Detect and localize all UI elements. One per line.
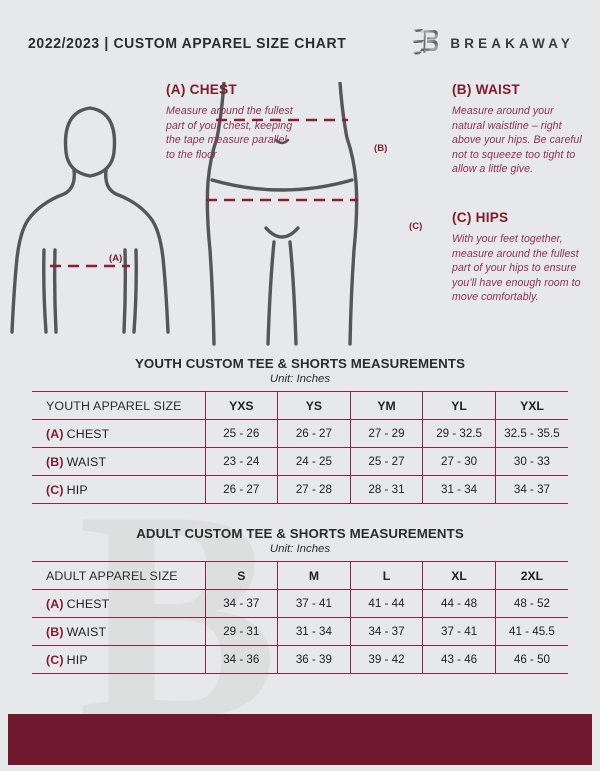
youth-row-label: (B) WAIST	[32, 447, 205, 476]
youth-measurement-cell: 23 - 24	[204, 447, 278, 476]
youth-column-header: YXL	[494, 391, 568, 420]
table-row: (A) CHEST 25 - 26 26 - 27 27 - 29 29 - 32.5 32…	[32, 419, 568, 448]
adult-size-table: ADULT APPAREL SIZE S M L XL 2XL (A) CHEST 34 - …	[32, 561, 568, 674]
brand-name: BREAKAWAY	[450, 35, 574, 51]
youth-size-label-header: YOUTH APPAREL SIZE	[32, 391, 205, 420]
caption-chest-heading: (A) CHEST	[166, 82, 237, 97]
youth-measurement-cell: 26 - 27	[204, 475, 278, 504]
youth-measurement-cell: 34 - 37	[494, 475, 568, 504]
caption-waist-body: Measure around your natural waistline – …	[452, 105, 582, 176]
waist-marker-label: (B)	[374, 143, 388, 154]
adult-table-body: (A) CHEST 34 - 37 37 - 41 41 - 44 44 - 48 48 -…	[32, 589, 568, 674]
youth-column-header: YXS	[204, 391, 278, 420]
adult-measurement-cell: 37 - 41	[277, 589, 351, 618]
youth-measurement-cell: 31 - 34	[422, 475, 496, 504]
breakaway-b-logo-icon	[412, 29, 439, 55]
caption-chest: (A) CHEST Measure around the fullest par…	[166, 82, 296, 162]
page-title: 2022/2023 | CUSTOM APPAREL SIZE CHART	[28, 34, 347, 52]
adult-column-header: 2XL	[494, 561, 568, 590]
measurement-illustrations: (A) (B) (C) (A) CHEST Measure around the…	[0, 70, 600, 348]
adult-measurement-cell: 31 - 34	[277, 617, 351, 646]
adult-measurement-cell: 34 - 37	[204, 589, 278, 618]
youth-measurement-cell: 25 - 27	[349, 447, 423, 476]
adult-header-row: ADULT APPAREL SIZE S M L XL 2XL	[32, 561, 568, 590]
adult-measurement-cell: 37 - 41	[422, 617, 496, 646]
adult-size-section: ADULT CUSTOM TEE & SHORTS MEASUREMENTS U…	[32, 526, 568, 674]
youth-row-label: (A) CHEST	[32, 419, 205, 448]
adult-table-head: ADULT APPAREL SIZE S M L XL 2XL	[32, 561, 568, 590]
adult-measurement-cell: 48 - 52	[494, 589, 568, 618]
table-row: (B) WAIST 29 - 31 31 - 34 34 - 37 37 - 41 41 -…	[32, 617, 568, 646]
youth-table-unit: Unit: Inches	[269, 373, 331, 385]
caption-hips: (C) HIPS With your feet together, measur…	[452, 210, 592, 305]
adult-row-label: (B) WAIST	[32, 617, 205, 646]
youth-measurement-cell: 27 - 28	[277, 475, 351, 504]
youth-measurement-cell: 32.5 - 35.5	[494, 419, 568, 448]
youth-column-header: YM	[349, 391, 423, 420]
youth-measurement-cell: 24 - 25	[277, 447, 351, 476]
adult-measurement-cell: 39 - 42	[349, 645, 423, 674]
adult-column-header: XL	[422, 561, 496, 590]
front-torso-outline-figure	[10, 106, 170, 334]
youth-table-title: YOUTH CUSTOM TEE & SHORTS MEASUREMENTS	[134, 356, 466, 371]
brand-lockup: BREAKAWAY	[412, 26, 574, 60]
youth-column-header: YL	[422, 391, 496, 420]
adult-table-unit: Unit: Inches	[269, 543, 331, 555]
page-header: 2022/2023 | CUSTOM APPAREL SIZE CHART	[0, 26, 600, 60]
caption-hips-heading: (C) HIPS	[452, 210, 509, 225]
table-row: (A) CHEST 34 - 37 37 - 41 41 - 44 44 - 48 48 -…	[32, 589, 568, 618]
row-tag: (B)	[46, 454, 64, 469]
table-row: (C) HIP 34 - 36 36 - 39 39 - 42 43 - 46 46 - 5…	[32, 645, 568, 674]
table-row: (C) HIP 26 - 27 27 - 28 28 - 31 31 - 34 34 - 3…	[32, 475, 568, 504]
youth-table-body: (A) CHEST 25 - 26 26 - 27 27 - 29 29 - 32.5 32…	[32, 419, 568, 504]
adult-table-title: ADULT CUSTOM TEE & SHORTS MEASUREMENTS	[136, 526, 464, 541]
adult-measurement-cell: 34 - 36	[204, 645, 278, 674]
adult-row-label: (C) HIP	[32, 645, 205, 674]
footer-bar	[8, 714, 592, 765]
hip-marker-label: (C)	[409, 221, 423, 232]
caption-waist-heading: (B) WAIST	[452, 82, 520, 97]
row-tag: (C)	[46, 652, 64, 667]
adult-column-header: L	[349, 561, 423, 590]
adult-row-label: (A) CHEST	[32, 589, 205, 618]
row-tag: (A)	[46, 426, 64, 441]
chest-marker-label: (A)	[109, 253, 123, 264]
youth-size-table: YOUTH APPAREL SIZE YXS YS YM YL YXL (A) CHEST 2…	[32, 391, 568, 504]
adult-measurement-cell: 43 - 46	[422, 645, 496, 674]
adult-measurement-cell: 41 - 44	[349, 589, 423, 618]
table-row: (B) WAIST 23 - 24 24 - 25 25 - 27 27 - 30 30 -…	[32, 447, 568, 476]
adult-measurement-cell: 46 - 50	[494, 645, 568, 674]
youth-measurement-cell: 27 - 29	[349, 419, 423, 448]
caption-waist: (B) WAIST Measure around your natural wa…	[452, 82, 588, 177]
lower-body-outline-figure	[206, 80, 359, 346]
adult-measurement-cell: 44 - 48	[422, 589, 496, 618]
youth-measurement-cell: 29 - 32.5	[422, 419, 496, 448]
youth-measurement-cell: 30 - 33	[494, 447, 568, 476]
caption-chest-body: Measure around the fullest part of your …	[166, 105, 293, 161]
adult-measurement-cell: 34 - 37	[349, 617, 423, 646]
youth-measurement-cell: 26 - 27	[277, 419, 351, 448]
adult-measurement-cell: 29 - 31	[204, 617, 278, 646]
youth-table-head: YOUTH APPAREL SIZE YXS YS YM YL YXL	[32, 391, 568, 420]
adult-column-header: M	[277, 561, 351, 590]
caption-hips-body: With your feet together, measure around …	[452, 233, 581, 304]
adult-measurement-cell: 41 - 45.5	[494, 617, 568, 646]
row-tag: (C)	[46, 482, 64, 497]
youth-measurement-cell: 28 - 31	[349, 475, 423, 504]
youth-measurement-cell: 27 - 30	[422, 447, 496, 476]
adult-measurement-cell: 36 - 39	[277, 645, 351, 674]
adult-column-header: S	[204, 561, 278, 590]
youth-size-section: YOUTH CUSTOM TEE & SHORTS MEASUREMENTS U…	[32, 356, 568, 504]
youth-measurement-cell: 25 - 26	[204, 419, 278, 448]
adult-size-label-header: ADULT APPAREL SIZE	[32, 561, 205, 590]
row-tag: (B)	[46, 624, 64, 639]
row-tag: (A)	[46, 596, 64, 611]
youth-column-header: YS	[277, 391, 351, 420]
youth-row-label: (C) HIP	[32, 475, 205, 504]
youth-header-row: YOUTH APPAREL SIZE YXS YS YM YL YXL	[32, 391, 568, 420]
